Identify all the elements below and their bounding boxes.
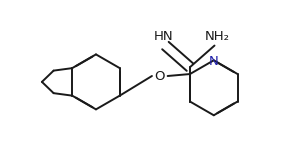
Text: N: N xyxy=(209,55,219,68)
Text: NH₂: NH₂ xyxy=(205,30,230,43)
Text: HN: HN xyxy=(154,30,173,43)
Text: O: O xyxy=(155,69,165,83)
